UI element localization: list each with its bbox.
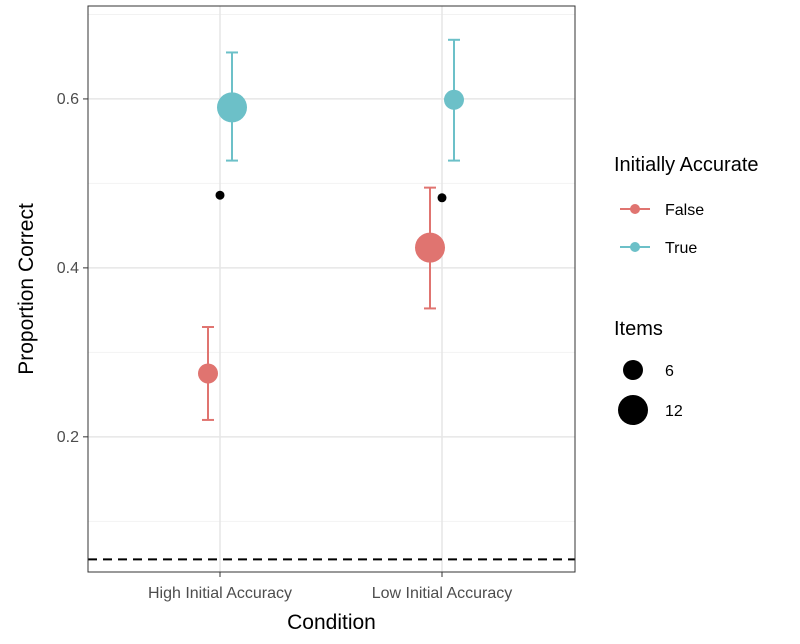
- data-point-group: [444, 38, 464, 162]
- legend-size-label: 6: [665, 363, 674, 380]
- x-axis-title: Condition: [287, 611, 376, 634]
- data-point-group: [415, 186, 445, 310]
- data-point: [198, 363, 218, 384]
- axes: 0.2 0.4 0.6 High Initial Accuracy Low Initia…: [57, 91, 513, 602]
- y-tick-label: 0.2: [57, 429, 79, 446]
- data-marks: [198, 38, 464, 421]
- legend-color-label: True: [665, 240, 697, 257]
- marker-point: [215, 190, 225, 200]
- legend-color-key-point: [630, 242, 640, 252]
- plot-panel-border: [87, 5, 576, 573]
- data-point-group: [198, 326, 218, 421]
- legend-size-key: [618, 395, 648, 425]
- y-tick-label: 0.4: [57, 260, 79, 277]
- marker-point: [437, 193, 447, 203]
- data-point: [444, 89, 464, 110]
- data-point-group: [217, 51, 247, 162]
- x-tick-label: Low Initial Accuracy: [372, 585, 513, 602]
- grid: [88, 6, 575, 572]
- data-point: [217, 92, 247, 123]
- legend-color-key-point: [630, 204, 640, 214]
- legend: Initially Accurate Items False True 6 12: [614, 154, 759, 425]
- y-axis-title: Proportion Correct: [15, 203, 38, 375]
- y-tick-label: 0.6: [57, 91, 79, 108]
- x-tick-label: High Initial Accuracy: [148, 585, 292, 602]
- legend-size-key: [623, 360, 643, 380]
- legend-size-title: Items: [614, 318, 663, 340]
- legend-color-label: False: [665, 202, 704, 219]
- legend-color-title: Initially Accurate: [614, 154, 759, 176]
- data-point: [415, 232, 445, 263]
- legend-size-label: 12: [665, 403, 683, 420]
